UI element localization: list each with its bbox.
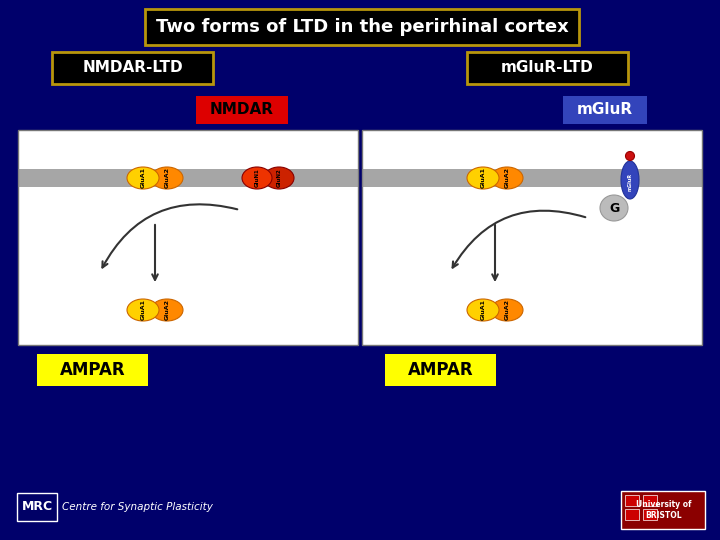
Text: NMDAR-LTD: NMDAR-LTD	[82, 60, 183, 76]
FancyBboxPatch shape	[625, 495, 639, 506]
FancyBboxPatch shape	[52, 52, 213, 84]
Text: AMPAR: AMPAR	[408, 361, 473, 379]
Text: mGluR-LTD: mGluR-LTD	[501, 60, 594, 76]
Text: GluN2: GluN2	[276, 168, 282, 187]
Text: GluA1: GluA1	[480, 300, 485, 321]
Ellipse shape	[467, 167, 499, 189]
Text: mGluR: mGluR	[628, 173, 632, 191]
Text: GluA2: GluA2	[505, 300, 510, 321]
FancyBboxPatch shape	[17, 493, 57, 521]
Ellipse shape	[151, 167, 183, 189]
Text: mGluR: mGluR	[577, 103, 633, 118]
Ellipse shape	[626, 152, 634, 160]
Text: GluA2: GluA2	[164, 167, 169, 188]
FancyBboxPatch shape	[37, 354, 148, 386]
Text: G: G	[609, 201, 619, 214]
Text: NMDAR: NMDAR	[210, 103, 274, 118]
Text: MRC: MRC	[22, 501, 53, 514]
Ellipse shape	[127, 299, 159, 321]
Ellipse shape	[264, 167, 294, 189]
Text: GluA1: GluA1	[140, 300, 145, 321]
FancyBboxPatch shape	[18, 169, 358, 187]
FancyBboxPatch shape	[385, 354, 496, 386]
FancyBboxPatch shape	[621, 491, 705, 529]
Ellipse shape	[491, 167, 523, 189]
Ellipse shape	[127, 167, 159, 189]
Text: Centre for Synaptic Plasticity: Centre for Synaptic Plasticity	[62, 502, 213, 512]
FancyBboxPatch shape	[643, 509, 657, 520]
Ellipse shape	[491, 299, 523, 321]
FancyBboxPatch shape	[196, 96, 288, 124]
Ellipse shape	[467, 299, 499, 321]
FancyBboxPatch shape	[467, 52, 628, 84]
FancyBboxPatch shape	[145, 9, 579, 45]
Ellipse shape	[621, 161, 639, 199]
FancyBboxPatch shape	[18, 130, 358, 345]
FancyBboxPatch shape	[563, 96, 647, 124]
Text: GluA1: GluA1	[140, 167, 145, 188]
Ellipse shape	[151, 299, 183, 321]
Ellipse shape	[600, 195, 628, 221]
Text: University of
BRISTOL: University of BRISTOL	[636, 500, 692, 519]
FancyBboxPatch shape	[362, 130, 702, 345]
Text: AMPAR: AMPAR	[60, 361, 125, 379]
Text: GluN1: GluN1	[254, 168, 259, 187]
FancyBboxPatch shape	[362, 169, 702, 187]
FancyBboxPatch shape	[625, 509, 639, 520]
Text: GluA2: GluA2	[505, 167, 510, 188]
Text: GluA2: GluA2	[164, 300, 169, 321]
Text: GluA1: GluA1	[480, 167, 485, 188]
Text: Two forms of LTD in the perirhinal cortex: Two forms of LTD in the perirhinal corte…	[156, 18, 568, 36]
Ellipse shape	[242, 167, 272, 189]
FancyBboxPatch shape	[643, 495, 657, 506]
